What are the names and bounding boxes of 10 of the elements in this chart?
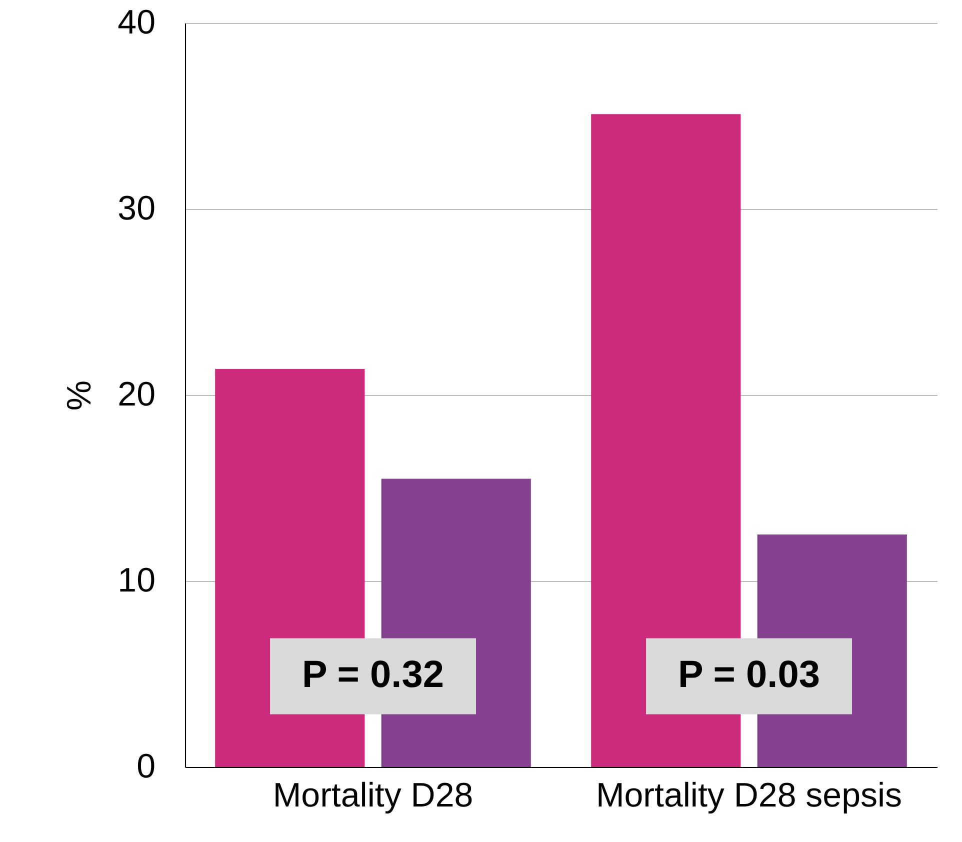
annotation: P = 0.32 — [302, 654, 444, 696]
y-axis-title: % — [60, 380, 99, 411]
annotation: P = 0.03 — [678, 654, 820, 696]
x-tick-label: Mortality D28 sepsis — [596, 776, 902, 814]
y-tick-label: 40 — [118, 4, 156, 42]
x-tick-label: Mortality D28 — [272, 776, 474, 814]
y-tick-label: 30 — [118, 190, 156, 228]
y-tick-label: 10 — [118, 562, 156, 600]
y-tick-label: 0 — [136, 748, 156, 786]
y-tick-label: 20 — [118, 376, 156, 414]
